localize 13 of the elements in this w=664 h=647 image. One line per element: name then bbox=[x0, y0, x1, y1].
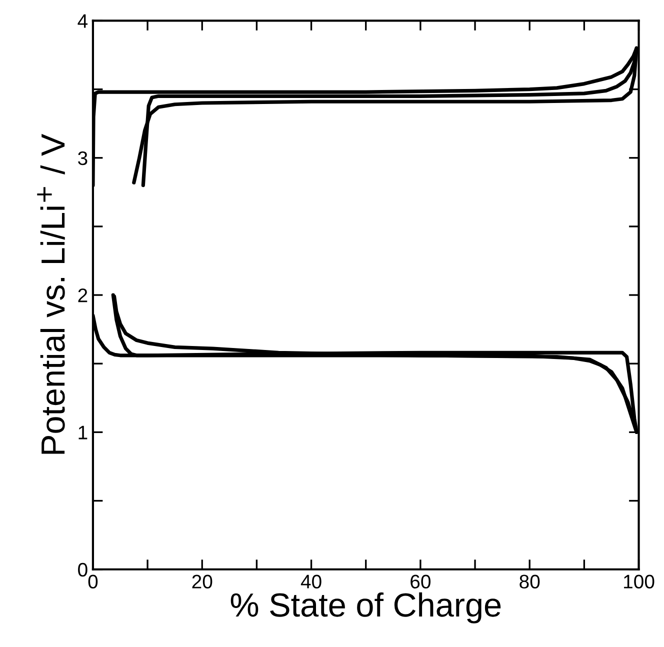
x-tick-label: 40 bbox=[300, 574, 322, 589]
x-axis-title: % State of Charge bbox=[230, 592, 501, 624]
y-tick-label: 3 bbox=[78, 151, 88, 166]
y-tick-label: 4 bbox=[78, 14, 88, 28]
x-tick-label: 0 bbox=[88, 574, 98, 589]
y-axis-title: Potential vs. Li/Li$^{+}$ / V bbox=[37, 134, 65, 454]
x-tick-label: 20 bbox=[192, 574, 212, 589]
y-tick-label: 1 bbox=[78, 426, 88, 440]
x-tick-label: 80 bbox=[520, 574, 540, 589]
x-tick-label: 60 bbox=[410, 574, 430, 589]
x-tick-label: 100 bbox=[624, 574, 654, 589]
y-tick-label: 2 bbox=[78, 288, 88, 302]
y-tick-label: 0 bbox=[78, 562, 88, 577]
